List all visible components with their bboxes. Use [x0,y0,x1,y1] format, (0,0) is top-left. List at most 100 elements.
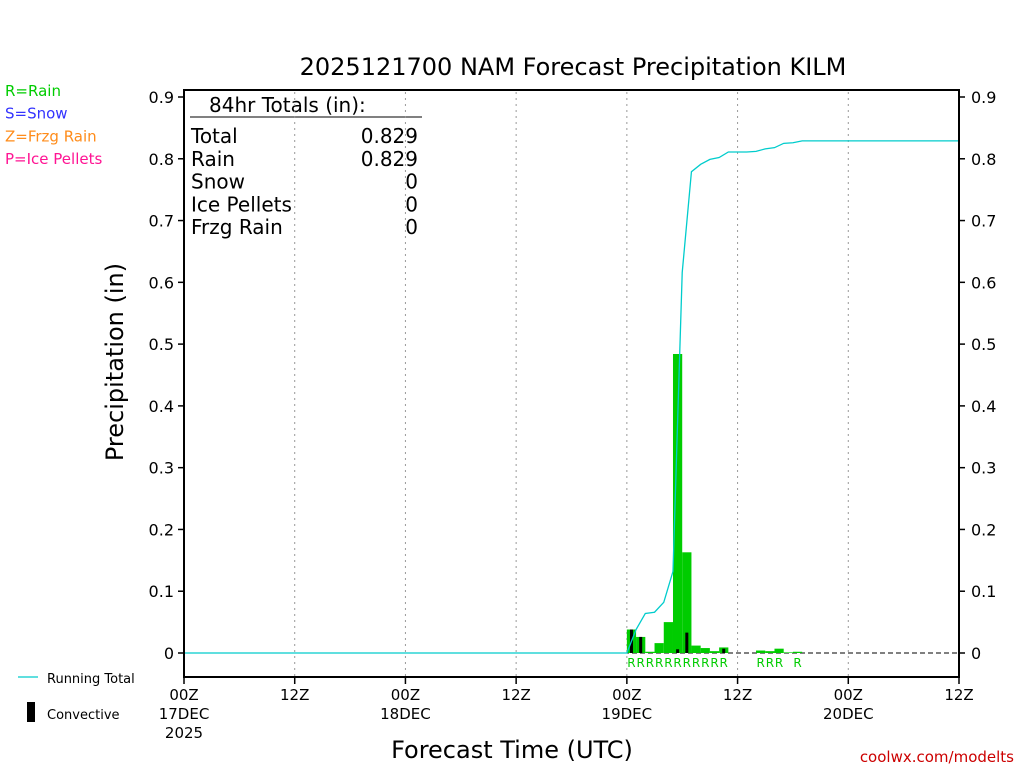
y-tick-label: 0.9 [971,88,996,107]
precip-type-label: R [766,656,774,670]
x-tick-label: 00Z [834,686,863,704]
rain-bar [700,648,710,653]
y-tick-label: 0.2 [149,520,174,539]
rain-bar [709,651,720,653]
convective-bar [685,632,689,653]
y-tick-label: 0.5 [149,335,174,354]
type-key-label: S=Snow [5,105,68,123]
totals-row-label: Ice Pellets [191,192,292,216]
y-axis-label: Precipitation (in) [101,263,129,461]
totals-header: 84hr Totals (in): [209,93,366,117]
precip-type-legend: R=Rain S=Snow Z=Frzg Rain P=Ice Pellets [5,82,102,168]
y-tick-label: 0.1 [149,582,174,601]
precip-type-label: R [793,656,801,670]
y-tick-label: 0.8 [971,150,996,169]
x-tick-label: 12Z [501,686,530,704]
x-tick-label: 12Z [723,686,752,704]
x-tick-label: 00Z [391,686,420,704]
y-tick-label: 0.3 [149,459,174,478]
totals-box: 84hr Totals (in): Total 0.829 Rain 0.829 Snow… [190,93,422,239]
totals-row-value: 0.829 [361,147,418,171]
bar-series [626,353,803,653]
precip-type-label: R [637,656,645,670]
left-y-axis: 0 0.1 0.2 0.3 0.4 0.5 0.6 0.7 0.8 0.9 [149,88,184,663]
totals-row-label: Snow [191,170,245,194]
totals-row-value: 0 [405,170,418,194]
x-tick-label: 19DEC [602,705,653,723]
precip-type-label: R [720,656,728,670]
totals-row-value: 0 [405,192,418,216]
precip-type-label: R [756,656,764,670]
rain-bar [672,353,683,653]
running-total-line [184,140,959,654]
rain-bar [765,651,775,653]
totals-row-label: Rain [191,147,235,171]
y-tick-label: 0.2 [971,520,996,539]
y-tick-label: 0 [164,644,174,663]
precip-type-label: R [627,656,635,670]
x-tick-label: 00Z [169,686,198,704]
convective-bar [722,648,726,653]
totals-row-label: Frzg Rain [191,215,283,239]
y-tick-label: 0.3 [971,459,996,478]
rain-bar [774,648,784,653]
rain-bar [783,652,793,653]
type-key-label: Z=Frzg Rain [5,127,97,145]
x-tick-label: 18DEC [380,705,431,723]
totals-row-value: 0.829 [361,124,418,148]
series-legend: Running Total Convective [18,672,135,723]
totals-row-label: Total [190,124,238,148]
y-tick-label: 0.4 [149,397,174,416]
precip-type-label: R [701,656,709,670]
precip-type-label: R [775,656,783,670]
x-tick-label: 12Z [944,686,973,704]
y-tick-label: 0.7 [971,212,996,231]
y-tick-label: 0.8 [149,150,174,169]
y-tick-label: 0.6 [971,273,996,292]
precip-type-label: R [646,656,654,670]
x-tick-label: 17DEC [159,705,210,723]
rain-bar [654,643,664,653]
y-tick-label: 0.7 [149,212,174,231]
chart-title: 2025121700 NAM Forecast Precipitation KI… [300,53,847,81]
convective-swatch [27,702,35,722]
plot-frame [183,89,960,678]
right-y-axis: 0 0.1 0.2 0.3 0.4 0.5 0.6 0.7 0.8 0.9 [959,88,996,663]
y-tick-label: 0 [971,644,981,663]
running-total-legend-label: Running Total [47,672,135,687]
y-tick-label: 0.4 [971,397,996,416]
rain-bar [645,651,655,653]
x-tick-label: 00Z [612,686,641,704]
rain-bar [663,622,673,653]
convective-bar [676,649,680,653]
type-key-label: R=Rain [5,82,61,100]
precip-type-label: R [683,656,691,670]
convective-legend-label: Convective [47,708,120,723]
y-tick-label: 0.9 [149,88,174,107]
vertical-grid [184,92,959,676]
convective-bar [639,636,643,653]
y-tick-label: 0.1 [971,582,996,601]
precip-type-label: R [673,656,681,670]
precip-type-label: R [664,656,672,670]
x-tick-label: 12Z [280,686,309,704]
x-tick-label: 20DEC [823,705,874,723]
rain-bar [756,650,766,653]
precip-type-label: R [692,656,700,670]
x-axis-label: Forecast Time (UTC) [391,736,633,764]
site-credit: coolwx.com/modelts [860,748,1014,766]
x-tick-label: 2025 [165,724,203,742]
running-total-series [184,140,959,654]
rain-bar [682,552,692,653]
type-key-label: P=Ice Pellets [5,150,102,168]
totals-row-value: 0 [405,215,418,239]
precip-type-label: R [710,656,718,670]
rain-bar [792,651,803,653]
y-tick-label: 0.6 [149,273,174,292]
y-tick-label: 0.5 [971,335,996,354]
rain-bar [691,645,701,653]
precip-type-label: R [655,656,663,670]
